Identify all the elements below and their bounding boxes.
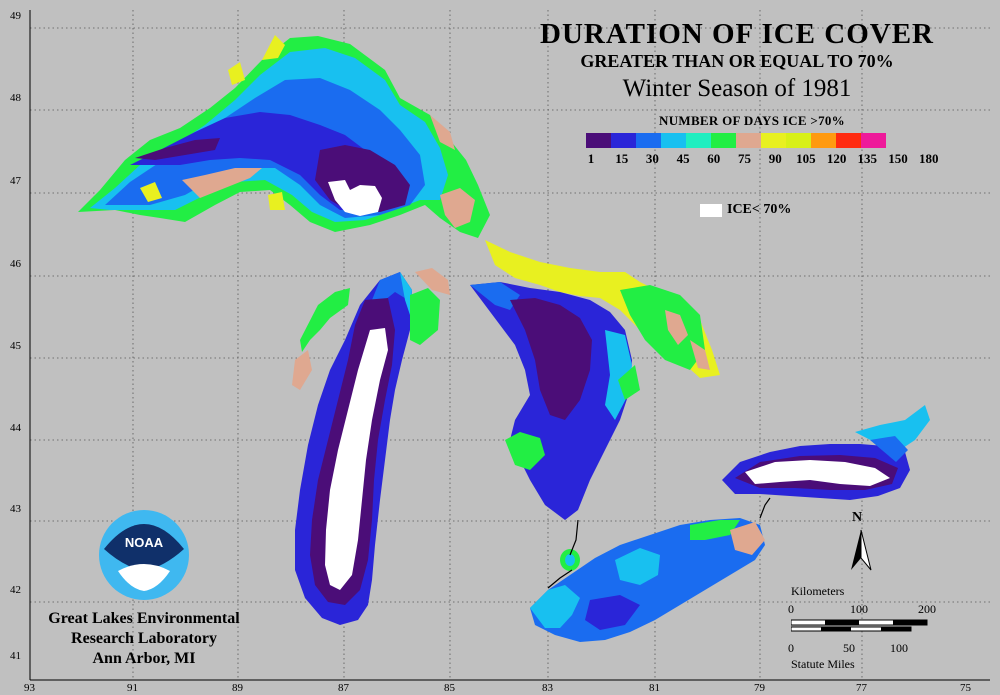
lake-superior [78, 35, 490, 238]
north-arrow-icon [851, 529, 872, 571]
north-label: N [852, 510, 863, 525]
legend-ticks: 1 15 30 45 60 75 90 105 120 135 150 180 [576, 151, 948, 169]
scale-bar: Kilometers 0 100 200 0 50 100 Statute Mi… [775, 584, 975, 674]
map-title-block: DURATION OF ICE COVER GREATER THAN OR EQ… [512, 18, 962, 105]
lake-ontario [722, 405, 930, 500]
latitude-label: 42 [10, 584, 21, 596]
legend-swatch [636, 133, 661, 148]
scale-km-0: 0 [788, 602, 794, 616]
legend-tick-label: 30 [645, 151, 659, 166]
legend-tick-label: 105 [796, 151, 816, 166]
longitude-label: 81 [649, 682, 660, 694]
latitude-label: 48 [10, 92, 21, 104]
legend-tick-label: 75 [738, 151, 751, 166]
legend-swatch [836, 133, 861, 148]
noaa-logo: NOAA [99, 510, 189, 600]
latitude-label: 49 [10, 10, 21, 22]
longitude-label: 83 [542, 682, 553, 694]
legend-swatch [861, 133, 886, 148]
ice-key-swatch [700, 203, 722, 217]
legend-swatch [586, 133, 611, 148]
lab-line3: Ann Arbor, MI [92, 650, 196, 667]
legend-tick-label: 120 [826, 151, 847, 166]
legend-tick-label: 180 [918, 151, 939, 166]
legend-swatch [686, 133, 711, 148]
legend-swatch [811, 133, 836, 148]
superior-ice-below-70 [328, 180, 382, 216]
scale-mi-0: 0 [788, 641, 794, 655]
lake-erie [530, 518, 765, 642]
latitude-label: 41 [10, 650, 21, 662]
latitude-label: 47 [10, 175, 21, 187]
scale-mi-title: Statute Miles [791, 657, 855, 671]
lab-line1: Great Lakes Environmental [48, 610, 240, 627]
longitude-label: 93 [24, 682, 35, 694]
latitude-label: 45 [10, 340, 21, 352]
title-line1: DURATION OF ICE COVER [540, 18, 934, 50]
legend-tick-label: 135 [857, 151, 878, 166]
longitude-label: 77 [856, 682, 867, 694]
longitude-label: 75 [960, 682, 971, 694]
legend-tick-label: 150 [888, 151, 908, 166]
title-line2: GREATER THAN OR EQUAL TO 70% [580, 51, 894, 71]
legend-swatch [611, 133, 636, 148]
legend-swatch [711, 133, 736, 148]
legend-swatch [736, 133, 761, 148]
lake-st-clair [560, 549, 580, 571]
legend-swatch [661, 133, 686, 148]
legend-swatch [786, 133, 811, 148]
longitude-label: 87 [338, 682, 349, 694]
legend-tick-label: 15 [615, 151, 629, 166]
lab-line2: Research Laboratory [71, 630, 217, 647]
legend-color-bar [586, 133, 886, 148]
ice-below-70-key: ICE< 70% [700, 202, 791, 218]
noaa-logo-text: NOAA [125, 535, 164, 550]
longitude-label: 79 [754, 682, 765, 694]
longitude-label: 89 [232, 682, 243, 694]
scale-bar-graphic [791, 619, 928, 632]
scale-km-200: 200 [918, 602, 936, 616]
longitude-label: 91 [127, 682, 138, 694]
legend-tick-label: 90 [768, 151, 782, 166]
scale-mi-100: 100 [890, 641, 908, 655]
latitude-label: 43 [10, 503, 21, 515]
title-line3: Winter Season of 1981 [622, 75, 852, 102]
longitude-label: 85 [444, 682, 455, 694]
scale-km-100: 100 [850, 602, 868, 616]
ontario-ice-below-70 [745, 460, 890, 486]
lake-huron [470, 240, 720, 520]
lake-michigan [292, 268, 450, 625]
michigan-ice-below-70 [325, 328, 388, 590]
ice-key-label: ICE< 70% [727, 202, 792, 217]
scale-km-title: Kilometers [791, 584, 845, 598]
legend-tick-label: 1 [587, 151, 595, 166]
latitude-label: 44 [10, 422, 21, 434]
legend-tick-label: 60 [707, 151, 721, 166]
legend-tick-label: 45 [676, 151, 690, 166]
lab-credit: Great Lakes Environmental Research Labor… [30, 609, 258, 669]
legend-title: NUMBER OF DAYS ICE >70% [659, 113, 845, 128]
legend-swatch [761, 133, 786, 148]
latitude-label: 46 [10, 258, 21, 270]
scale-mi-50: 50 [843, 641, 855, 655]
